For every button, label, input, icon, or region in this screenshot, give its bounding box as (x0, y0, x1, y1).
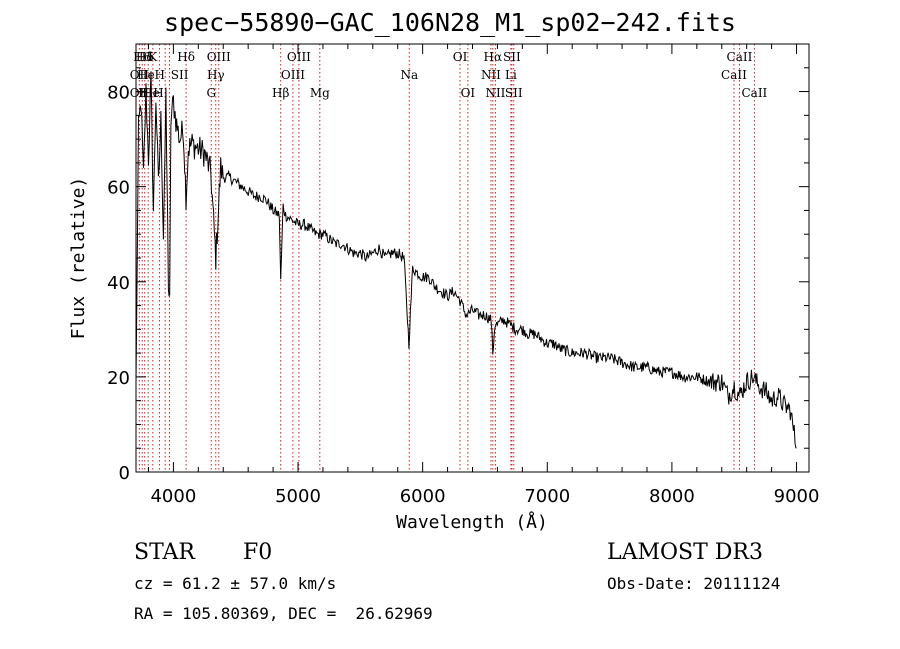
x-tick-label: 4000 (150, 486, 196, 507)
line-marker-label: Mg (310, 86, 330, 100)
obs-date-text: Obs-Date: 20111124 (607, 574, 781, 593)
line-marker-label: NII (481, 68, 501, 82)
line-marker-label: He (137, 68, 155, 82)
y-tick-label: 80 (107, 83, 130, 104)
line-marker-label: OIII (281, 68, 305, 82)
line-marker-label: Hβ (272, 86, 289, 100)
line-marker-label: OI (461, 86, 476, 100)
line-marker-label: K (148, 50, 158, 64)
line-marker-label: CaII (721, 68, 747, 82)
line-marker-label: SII (171, 68, 189, 82)
line-marker-label: Na (400, 68, 418, 82)
spectrum-series-group (135, 71, 797, 449)
line-marker-label: Hδ (136, 50, 154, 64)
line-marker-label: Li (505, 68, 517, 82)
x-tick-label: 8000 (649, 486, 695, 507)
line-marker-label: H6 (133, 50, 151, 64)
line-marker-label: OI (453, 50, 468, 64)
line-marker-label: OII (130, 68, 150, 82)
survey-label: LAMOST DR3 (607, 540, 763, 565)
line-marker-label: SII (503, 50, 521, 64)
x-tick-label: 5000 (275, 486, 321, 507)
redshift-text: cz = 61.2 ± 57.0 km/s (134, 574, 337, 593)
object-type-label: STAR (134, 540, 195, 565)
subclass-label: F0 (243, 540, 273, 565)
line-marker-label: G (206, 86, 216, 100)
line-marker-label: Hγ (207, 68, 225, 82)
spectrum-line (135, 71, 797, 449)
line-marker-label: CaII (727, 50, 753, 64)
x-tick-label: 7000 (524, 486, 570, 507)
plot-frame (135, 43, 810, 473)
x-tick-label: 9000 (774, 486, 820, 507)
line-marker-label: SII (505, 86, 523, 100)
line-marker-label: Hδ (177, 50, 195, 64)
line-marker-label: OIII (287, 50, 311, 64)
y-tick-label: 40 (107, 273, 130, 294)
y-tick-label: 60 (107, 178, 130, 199)
y-tick-label: 0 (119, 463, 130, 484)
line-marker-label: H (153, 86, 163, 100)
line-marker-label: CaII (741, 86, 767, 100)
line-marker-label: NII (485, 86, 505, 100)
x-axis-label: Wavelength (Å) (396, 511, 548, 533)
line-marker-label: H (154, 68, 164, 82)
line-marker-label: OII (130, 86, 150, 100)
line-marker-label: OIII (207, 50, 231, 64)
axes-frame (135, 43, 810, 473)
line-marker-label: H (138, 86, 148, 100)
tick-group: 4000 5000 6000 7000 8000 9000 0 20 40 60 80 (107, 44, 819, 507)
coordinates-text: RA = 105.80369, DEC = 26.62969 (134, 604, 433, 623)
x-tick-label: 6000 (400, 486, 446, 507)
line-marker-group (138, 44, 755, 472)
y-tick-label: 20 (107, 368, 130, 389)
line-marker-label: Hα (484, 50, 503, 64)
y-axis-label: Flux (relative) (68, 177, 89, 340)
chart-title: spec−55890−GAC_106N28_M1_sp02−242.fits (164, 8, 736, 37)
